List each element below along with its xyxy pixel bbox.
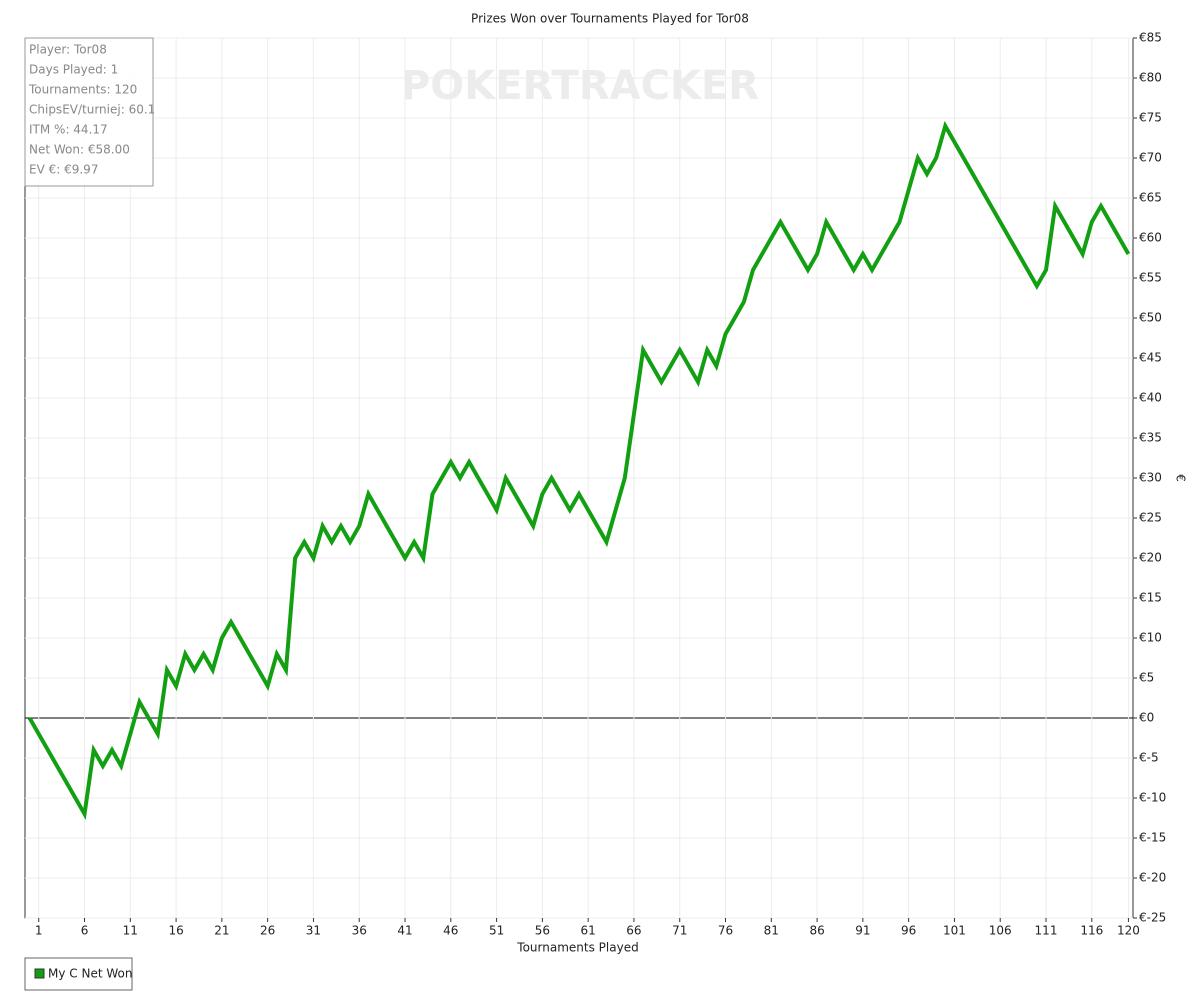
y-axis-label: € [1174, 474, 1188, 482]
x-tick-label: 1 [35, 924, 43, 938]
x-tick-label: 91 [855, 924, 870, 938]
x-tick-label: 61 [581, 924, 596, 938]
y-tick-label: €55 [1139, 271, 1162, 285]
legend-label: My C Net Won [48, 967, 132, 981]
info-line: Tournaments: 120 [28, 83, 137, 97]
x-tick-label: 56 [535, 924, 550, 938]
x-tick-label: 86 [809, 924, 824, 938]
x-tick-label: 36 [352, 924, 367, 938]
y-tick-label: €5 [1139, 671, 1154, 685]
info-line: EV €: €9.97 [29, 163, 98, 177]
x-tick-label: 96 [901, 924, 916, 938]
y-tick-label: €-15 [1139, 831, 1166, 845]
y-tick-label: €30 [1139, 471, 1162, 485]
x-tick-label: 101 [943, 924, 966, 938]
watermark: POKERTRACKER [401, 63, 759, 109]
x-tick-label: 41 [397, 924, 412, 938]
x-axis-label: Tournaments Played [516, 941, 638, 955]
x-tick-label: 120 [1117, 924, 1140, 938]
info-box [24, 37, 154, 187]
info-line: ITM %: 44.17 [29, 123, 108, 137]
x-tick-label: 21 [214, 924, 229, 938]
x-tick-label: 106 [989, 924, 1012, 938]
info-line: ChipsEV/turniej: 60.1 [29, 103, 155, 117]
y-tick-label: €75 [1139, 111, 1162, 125]
info-line: Days Played: 1 [29, 63, 118, 77]
y-tick-label: €-20 [1139, 871, 1166, 885]
chart-title: Prizes Won over Tournaments Played for T… [471, 12, 749, 26]
x-tick-label: 111 [1035, 924, 1058, 938]
x-tick-label: 76 [718, 924, 733, 938]
legend-swatch [34, 968, 45, 979]
x-tick-label: 66 [626, 924, 641, 938]
info-line: Player: Tor08 [29, 43, 107, 57]
y-tick-label: €-5 [1139, 751, 1159, 765]
y-tick-label: €50 [1139, 311, 1162, 325]
y-tick-label: €80 [1139, 71, 1162, 85]
y-tick-label: €10 [1139, 631, 1162, 645]
y-tick-label: €20 [1139, 551, 1162, 565]
x-tick-label: 81 [764, 924, 779, 938]
y-tick-label: €35 [1139, 431, 1162, 445]
info-line: Net Won: €58.00 [29, 143, 130, 157]
x-tick-label: 16 [168, 924, 183, 938]
y-tick-label: €60 [1139, 231, 1162, 245]
legend-items: My C Net Won [34, 967, 132, 981]
y-tick-label: €15 [1139, 591, 1162, 605]
x-tick-label: 46 [443, 924, 458, 938]
y-tick-label: €65 [1139, 191, 1162, 205]
x-tick-label: 116 [1080, 924, 1103, 938]
y-tick-label: €-25 [1139, 911, 1166, 925]
x-tick-label: 26 [260, 924, 275, 938]
x-tick-label: 71 [672, 924, 687, 938]
x-tick-label: 51 [489, 924, 504, 938]
grid: €-25 €-20 €-15 €-10 €-5 €0 €5 €10 €15 €20 €25 €30 €3… [25, 31, 1166, 938]
y-tick-label: €70 [1139, 151, 1162, 165]
series-line [27, 120, 1131, 821]
y-tick-label: €0 [1139, 711, 1154, 725]
y-tick-label: €85 [1139, 31, 1162, 45]
x-tick-label: 6 [81, 924, 89, 938]
y-tick-label: €25 [1139, 511, 1162, 525]
marks [27, 120, 1131, 821]
y-tick-label: €40 [1139, 391, 1162, 405]
y-tick-label: €45 [1139, 351, 1162, 365]
x-tick-label: 31 [306, 924, 321, 938]
y-tick-label: €-10 [1139, 791, 1166, 805]
x-tick-label: 11 [123, 924, 138, 938]
info: Player: Tor08 Days Played: 1 Tournaments: … [28, 43, 155, 177]
